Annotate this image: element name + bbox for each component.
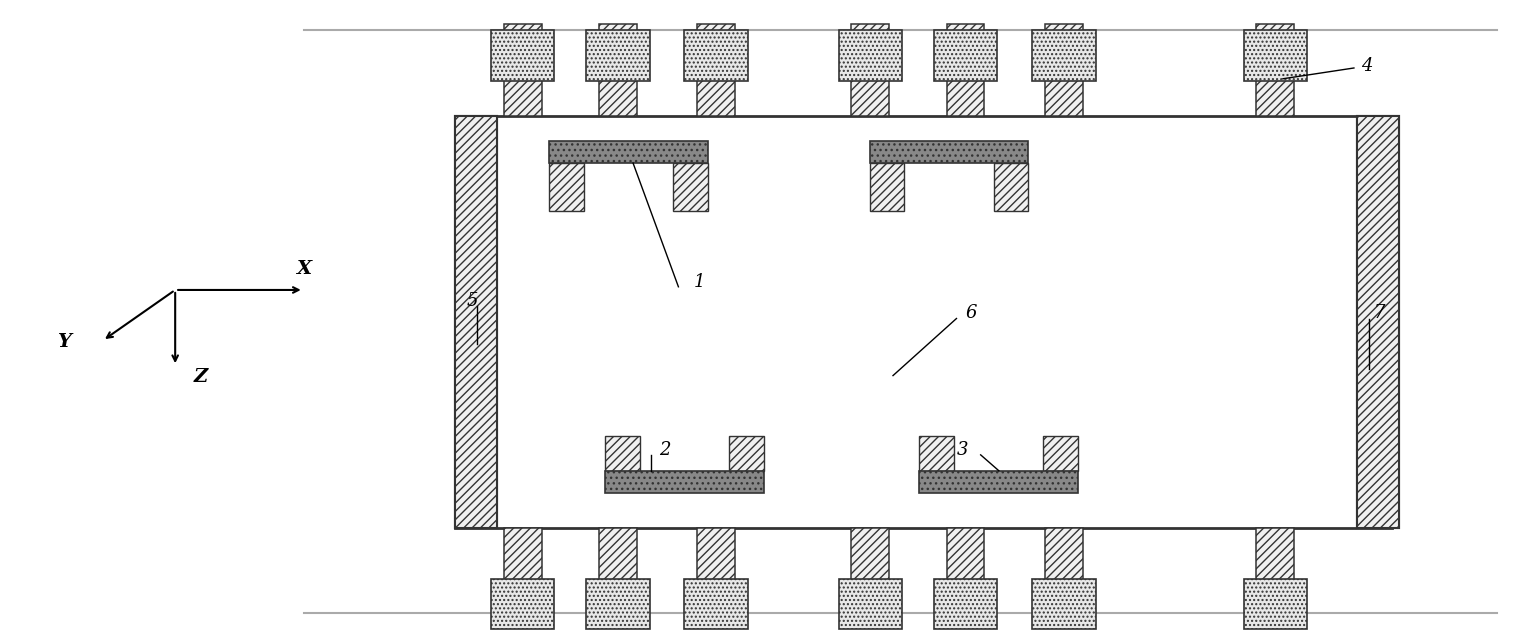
Bar — [606, 471, 763, 493]
Bar — [993, 163, 1028, 211]
Bar — [586, 578, 650, 629]
Bar — [550, 141, 709, 163]
Text: 4: 4 — [1361, 57, 1373, 75]
Bar — [934, 30, 998, 81]
Bar — [1257, 24, 1294, 115]
Bar — [1045, 528, 1083, 620]
Bar — [839, 578, 902, 629]
Text: 1: 1 — [693, 273, 706, 290]
Bar — [586, 30, 650, 81]
Bar — [869, 141, 1028, 163]
Bar — [684, 30, 748, 81]
Bar — [454, 115, 497, 528]
Bar — [1033, 578, 1096, 629]
Bar — [946, 528, 984, 620]
Bar — [454, 115, 497, 528]
Bar — [698, 528, 736, 620]
Text: 7: 7 — [1373, 304, 1385, 322]
Text: 3: 3 — [957, 441, 967, 459]
Bar — [606, 436, 640, 471]
Bar — [504, 24, 542, 115]
Bar — [1243, 578, 1307, 629]
Bar — [919, 436, 954, 471]
Bar — [674, 163, 709, 211]
Bar — [491, 578, 554, 629]
Bar — [1045, 24, 1083, 115]
Text: Z: Z — [194, 368, 207, 386]
Bar — [698, 24, 736, 115]
Bar — [550, 163, 584, 211]
Bar — [919, 471, 1078, 493]
Bar — [851, 528, 889, 620]
Text: 2: 2 — [659, 441, 671, 459]
Bar — [934, 578, 998, 629]
Bar — [1043, 436, 1078, 471]
Bar — [1033, 30, 1096, 81]
Bar — [600, 24, 637, 115]
Bar — [600, 528, 637, 620]
Text: Y: Y — [58, 333, 71, 351]
Bar — [851, 24, 889, 115]
Text: 5: 5 — [466, 292, 478, 310]
Bar — [684, 578, 748, 629]
Bar — [454, 115, 1391, 528]
Bar — [1243, 30, 1307, 81]
Text: X: X — [297, 260, 312, 278]
Text: 6: 6 — [966, 304, 977, 322]
Bar — [730, 436, 763, 471]
Bar — [946, 24, 984, 115]
Bar — [839, 30, 902, 81]
Bar — [1357, 115, 1399, 528]
Bar — [869, 163, 904, 211]
Bar — [504, 528, 542, 620]
Bar — [1257, 528, 1294, 620]
Bar — [1357, 115, 1399, 528]
Bar — [491, 30, 554, 81]
